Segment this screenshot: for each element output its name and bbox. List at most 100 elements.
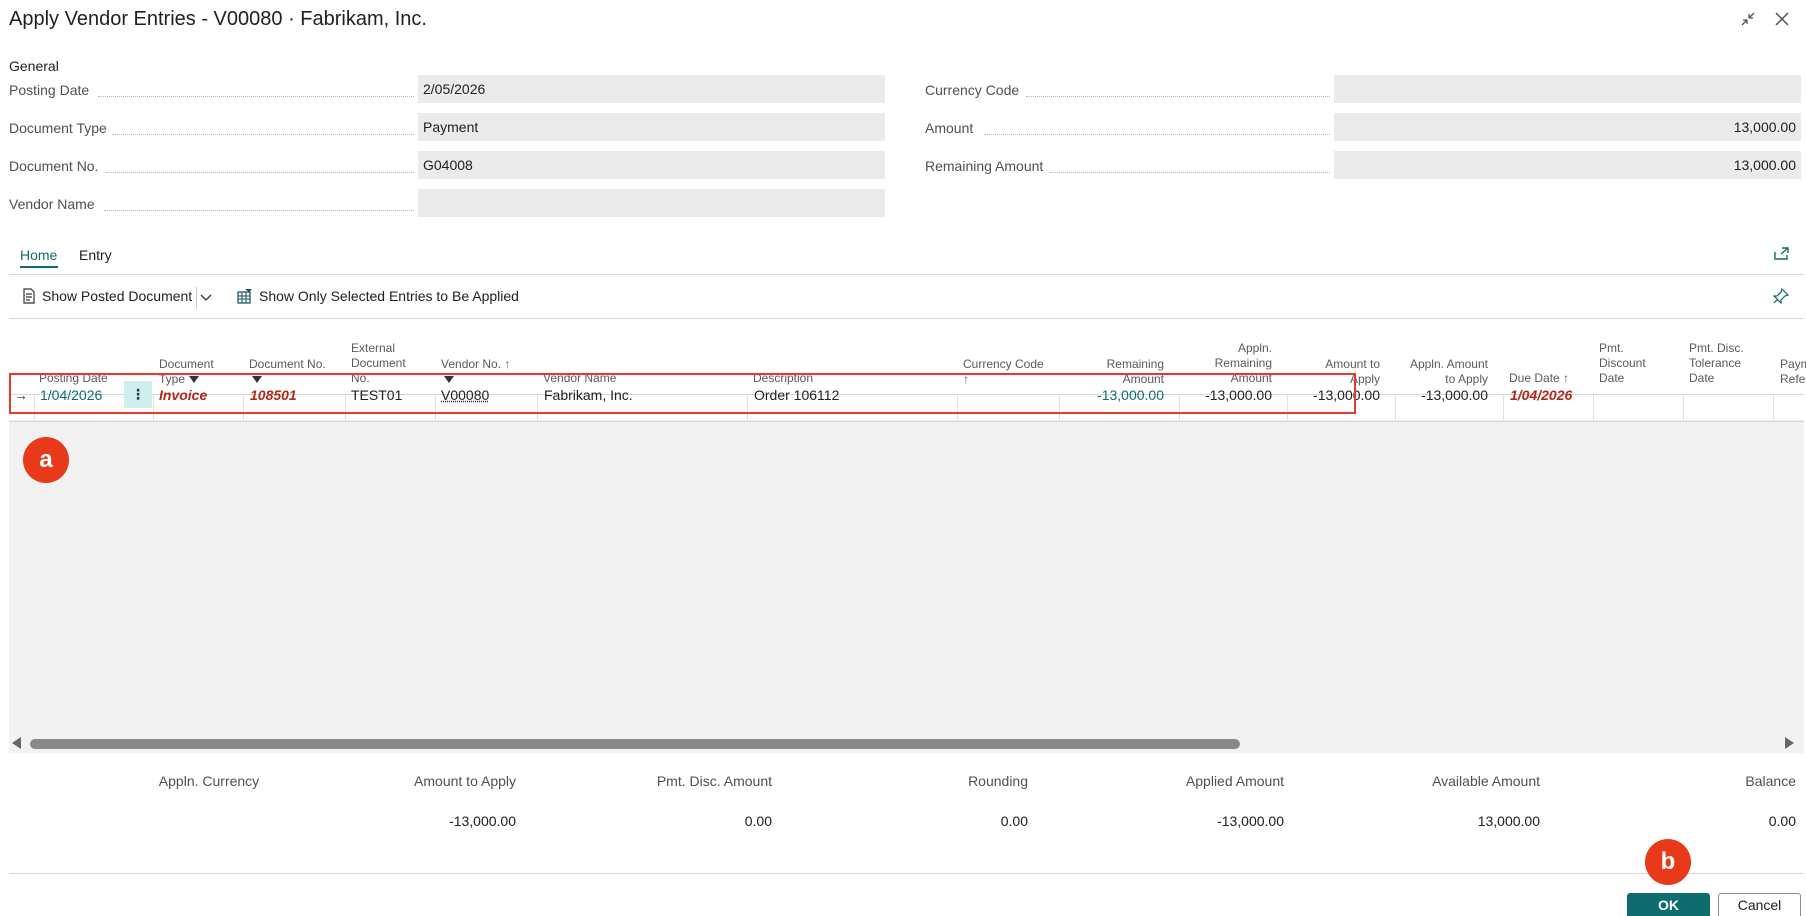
cell-divider	[1503, 395, 1504, 421]
col-amount-to-apply-line1: Amount to	[1325, 357, 1380, 371]
total-pmt-disc-amount-label: Pmt. Disc. Amount	[656, 773, 772, 789]
cell-divider	[747, 395, 748, 421]
total-applied-amount-value: -13,000.00	[1217, 813, 1284, 829]
row-arrow-icon: →	[14, 386, 28, 403]
col-pmt-tol-line1: Pmt. Disc.	[1689, 341, 1744, 355]
show-only-selected-label: Show Only Selected Entries to Be Applied	[259, 288, 519, 304]
col-appln-remaining-line2: Remaining	[1214, 356, 1272, 370]
show-only-selected-button[interactable]: Show Only Selected Entries to Be Applied	[237, 288, 519, 304]
vendor-name-label: Vendor Name	[9, 196, 95, 212]
annotation-badge-a: a	[23, 437, 69, 483]
scroll-left-icon[interactable]	[12, 737, 21, 749]
chevron-down-icon[interactable]	[199, 290, 213, 307]
filter-icon	[444, 376, 454, 384]
col-document-no-label: Document No.	[249, 357, 326, 371]
cell-divider	[1287, 395, 1288, 421]
filter-icon	[189, 376, 200, 384]
col-pmt-discount-line3: Date	[1599, 371, 1625, 385]
col-remaining-line2: Amount	[1122, 372, 1164, 386]
col-document-type-line1: Document	[159, 357, 214, 371]
cell-divider	[1059, 395, 1060, 421]
action-separator	[196, 287, 197, 309]
totals-divider	[9, 873, 1804, 874]
cell-document-no[interactable]: 108501	[250, 386, 297, 403]
tab-entry[interactable]: Entry	[79, 247, 112, 263]
col-amount-to-apply[interactable]: Amount to Apply	[1290, 357, 1380, 387]
col-pmt-discount-date[interactable]: Pmt. Discount Date	[1599, 341, 1646, 386]
sort-ascending-icon: ↑	[963, 372, 969, 386]
col-vendor-no[interactable]: Vendor No. ↑	[441, 357, 510, 387]
window-title: Apply Vendor Entries - V00080 · Fabrikam…	[9, 8, 427, 30]
action-divider	[9, 318, 1804, 319]
col-document-type[interactable]: Document Type	[159, 357, 214, 387]
cell-divider	[153, 395, 154, 421]
pin-icon[interactable]	[1772, 287, 1790, 307]
cell-divider	[345, 395, 346, 421]
total-applied-amount-label: Applied Amount	[1185, 773, 1284, 789]
total-amount-to-apply-value: -13,000.00	[449, 813, 516, 829]
col-amount-to-apply-line2: Apply	[1349, 372, 1380, 386]
remaining-amount-label: Remaining Amount	[925, 158, 1044, 174]
col-remaining-amount[interactable]: Remaining Amount	[1060, 357, 1164, 387]
total-amount-to-apply-label: Amount to Apply	[414, 773, 516, 789]
document-no-dots	[106, 172, 414, 173]
cell-divider	[537, 395, 538, 421]
col-external-line1: External	[351, 341, 396, 355]
cell-divider	[243, 395, 244, 421]
col-payment-reference[interactable]: Paym Refe	[1780, 357, 1806, 387]
posting-date-dots	[98, 96, 414, 97]
filter-table-icon	[237, 289, 252, 304]
cell-appln-amount-to-apply: -13,000.00	[1421, 386, 1488, 403]
document-type-dots	[112, 134, 414, 135]
cell-remaining-amount[interactable]: -13,000.00	[1097, 386, 1164, 403]
row-divider	[9, 421, 1804, 422]
highlight-box	[9, 373, 1356, 414]
col-vendor-no-label: Vendor No.	[441, 357, 502, 371]
cell-due-date: 1/04/2026	[1510, 386, 1573, 403]
vendor-name-field[interactable]	[418, 189, 885, 217]
cell-divider	[1593, 395, 1594, 421]
document-icon	[23, 288, 35, 304]
cell-divider	[1683, 395, 1684, 421]
amount-label: Amount	[925, 120, 974, 136]
col-document-no[interactable]: Document No.	[249, 357, 326, 387]
col-due-date[interactable]: Due Date ↑	[1509, 371, 1569, 386]
cell-posting-date[interactable]: 1/04/2026	[40, 386, 103, 403]
annotation-badge-b: b	[1645, 839, 1691, 885]
close-icon[interactable]	[1771, 8, 1793, 30]
scrollbar-thumb[interactable]	[30, 739, 1240, 749]
posting-date-field[interactable]: 2/05/2026	[418, 75, 885, 103]
tab-home[interactable]: Home	[20, 247, 58, 263]
document-no-label: Document No.	[9, 158, 99, 174]
total-rounding-value: 0.00	[1000, 813, 1028, 829]
filter-icon	[252, 376, 262, 384]
col-currency-code[interactable]: Currency Code ↑	[963, 357, 1044, 387]
show-posted-document-button[interactable]: Show Posted Document	[22, 288, 192, 304]
col-appln-amount-line1: Appln. Amount	[1409, 357, 1488, 371]
col-pmt-discount-line2: Discount	[1599, 356, 1646, 370]
document-type-field[interactable]: Payment	[418, 113, 885, 141]
col-document-type-line2: Type	[159, 372, 186, 386]
currency-code-field[interactable]	[1334, 75, 1801, 103]
cell-divider	[34, 395, 35, 421]
cell-divider	[957, 395, 958, 421]
col-pmt-tol-line3: Date	[1689, 371, 1715, 385]
ok-button[interactable]: OK	[1627, 893, 1710, 916]
cell-vendor-no[interactable]: V00080	[441, 386, 490, 403]
cell-vendor-name: Fabrikam, Inc.	[544, 386, 633, 403]
document-no-field[interactable]: G04008	[418, 151, 885, 179]
collapse-icon[interactable]	[1737, 8, 1759, 30]
amount-field[interactable]: 13,000.00	[1334, 113, 1801, 141]
sort-ascending-icon: ↑	[1563, 371, 1570, 385]
currency-code-dots	[1026, 96, 1330, 97]
scroll-right-icon[interactable]	[1785, 737, 1794, 749]
col-appln-amount-to-apply[interactable]: Appln. Amount to Apply	[1396, 357, 1488, 387]
share-icon[interactable]	[1773, 246, 1790, 264]
remaining-amount-field[interactable]: 13,000.00	[1334, 151, 1801, 179]
cell-amount-to-apply[interactable]: -13,000.00	[1313, 386, 1380, 403]
col-pmt-disc-tolerance-date[interactable]: Pmt. Disc. Tolerance Date	[1689, 341, 1744, 386]
cancel-button[interactable]: Cancel	[1718, 893, 1801, 916]
row-actions-icon[interactable]: ⋮	[124, 381, 152, 408]
col-pay-ref-line1: Paym	[1780, 357, 1806, 371]
cell-document-type: Invoice	[159, 386, 208, 403]
